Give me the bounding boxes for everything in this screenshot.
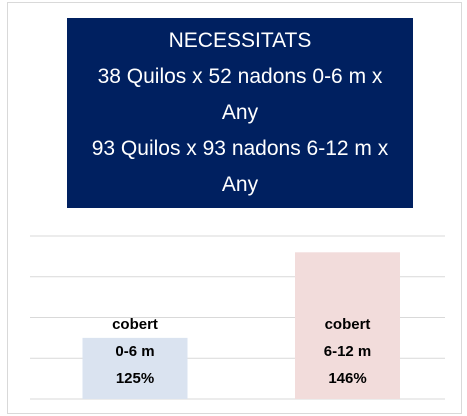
x-tick-label: 0-6 m [115,343,154,360]
data-label: 125% [116,370,154,387]
title-box: NECESSITATS 38 Quilos x 52 nadons 0-6 m … [67,18,413,208]
data-label-name: cobert [112,316,158,333]
chart-title: NECESSITATS [168,29,312,52]
chart-frame [7,2,462,414]
subtitle-line: 93 Quilos x 93 nadons 6-12 m x Any [91,137,389,196]
bar [295,252,400,399]
data-label: 146% [328,370,366,387]
bar [82,337,188,399]
data-label-name: cobert [325,316,371,333]
subtitle-line: 38 Quilos x 52 nadons 0-6 m x Any [97,65,383,124]
x-tick-label: 6-12 m [324,343,372,360]
